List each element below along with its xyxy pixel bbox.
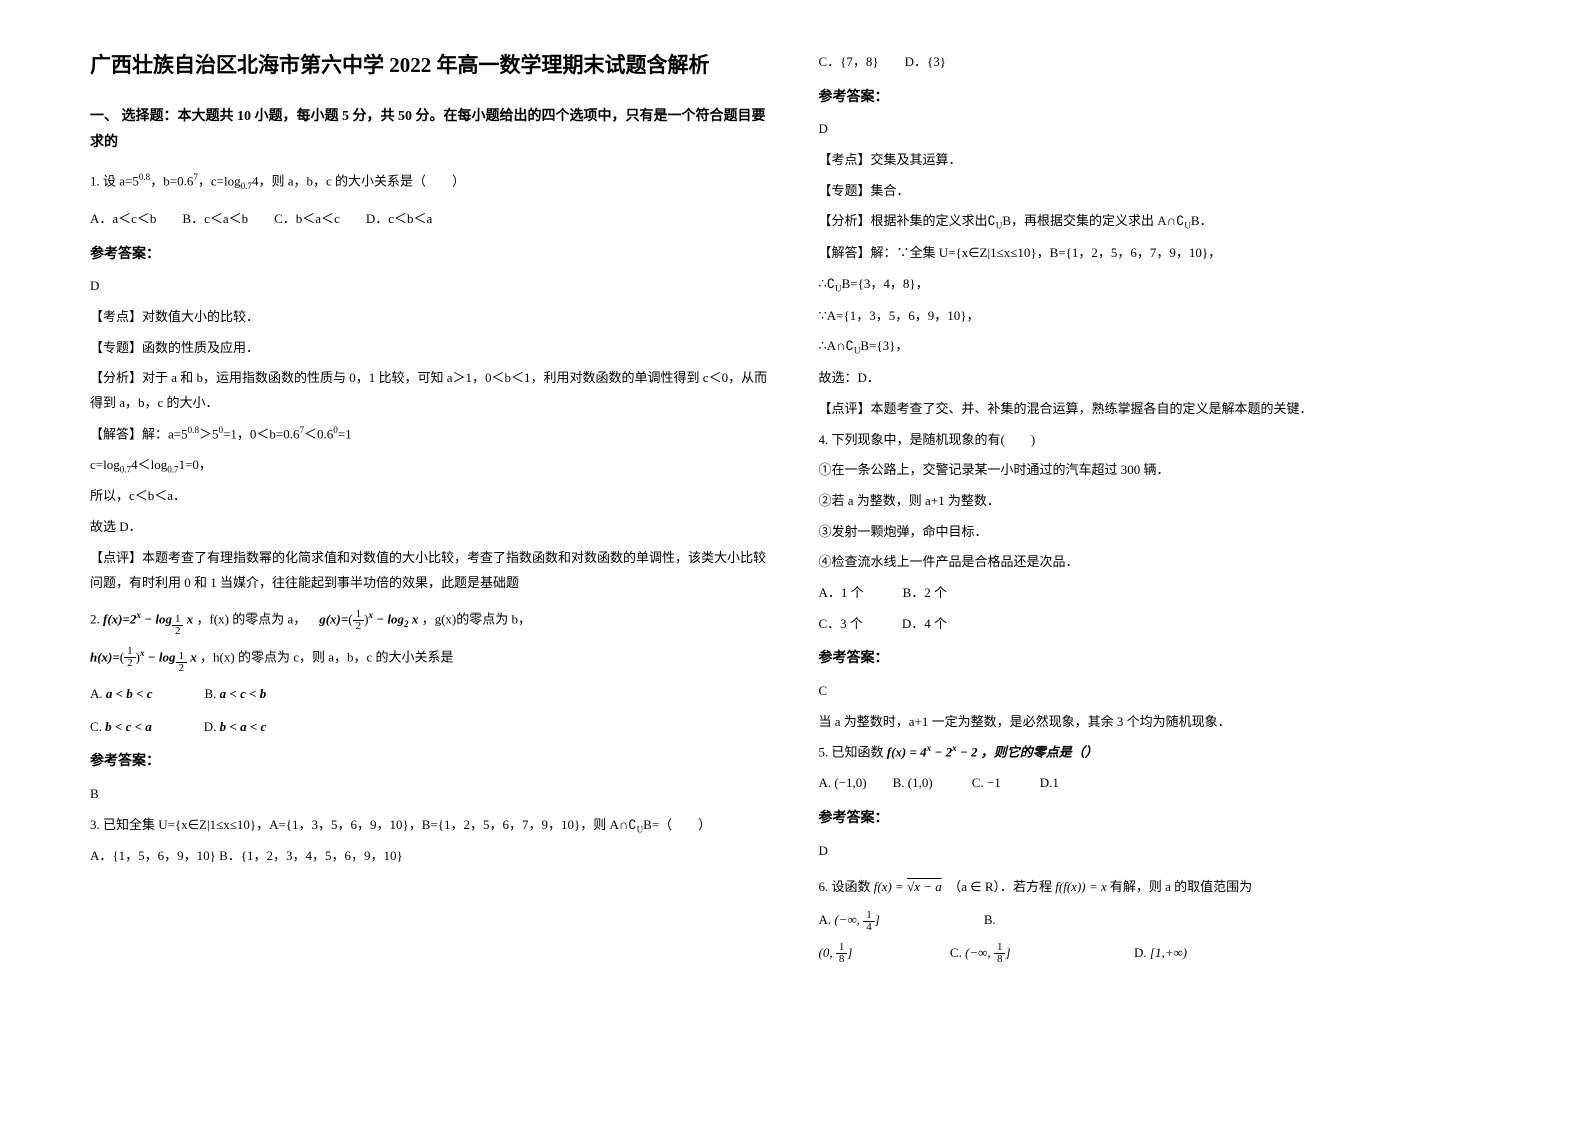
exam-title: 广西壮族自治区北海市第六中学 2022 年高一数学理期末试题含解析 (90, 50, 769, 82)
right-column: C．{7，8} D．{3} 参考答案： D 【考点】交集及其运算． 【专题】集合… (819, 50, 1498, 1092)
q2-opts-row1: A. a < b < c B. a < c < b (90, 682, 769, 707)
q5-answer-label: 参考答案： (819, 806, 1498, 833)
q1-stem: 1. 设 a=50.8，b=0.67，c=log0.74，则 a，b，c 的大小… (90, 169, 769, 195)
q3-opts-right: C．{7，8} D．{3} (819, 50, 1498, 75)
q3-fenxi: 【分析】根据补集的定义求出∁UB，再根据交集的定义求出 A∩∁UB． (819, 209, 1498, 235)
q1-dianping: 【点评】本题考查了有理指数幂的化简求值和对数值的大小比较，考查了指数函数和对数函… (90, 546, 769, 595)
q5-opts: A. (−1,0) B. (1,0) C. −1 D.1 (819, 771, 1498, 796)
q4-explain: 当 a 为整数时，a+1 一定为整数，是必然现象，其余 3 个均为随机现象． (819, 710, 1498, 735)
q1-jieda-2: c=log0.74＜log0.71=0， (90, 453, 769, 479)
q6-stem: 6. 设函数 f(x) = √x − a （a ∈ R）．若方程 f(f(x))… (819, 875, 1498, 900)
q2-line2: h(x)=(12)x − log12 x ，h(x) 的零点为 c，则 a，b，… (90, 645, 769, 674)
q1-jieda-4: 故选 D． (90, 515, 769, 540)
q4-item4: ④检查流水线上一件产品是合格品还是次品． (819, 550, 1498, 575)
q6-opt-bcd: (0, 18] C. (−∞, 18] D. [1,+∞) (819, 941, 1498, 966)
q2-line1: 2. f(x)=2x − log12 x ，f(x) 的零点为 a， g(x)=… (90, 607, 769, 636)
q3-dianping: 【点评】本题考查了交、并、补集的混合运算，熟练掌握各自的定义是解本题的关键． (819, 397, 1498, 422)
left-column: 广西壮族自治区北海市第六中学 2022 年高一数学理期末试题含解析 一、 选择题… (90, 50, 769, 1092)
q3-jieda-4: ∴A∩∁UB={3}， (819, 334, 1498, 360)
q4-item3: ③发射一颗炮弹，命中目标． (819, 520, 1498, 545)
q1-kaodian: 【考点】对数值大小的比较． (90, 305, 769, 330)
section-1-heading: 一、 选择题：本大题共 10 小题，每小题 5 分，共 50 分。在每小题给出的… (90, 104, 769, 157)
q3-zhuanti: 【专题】集合． (819, 179, 1498, 204)
q2-opts-row2: C. b < c < a D. b < a < c (90, 715, 769, 740)
q4-stem: 4. 下列现象中，是随机现象的有( ) (819, 428, 1498, 453)
q1-jieda-1: 【解答】解：a=50.8＞50=1，0＜b=0.67＜0.60=1 (90, 422, 769, 447)
q1-answer-label: 参考答案： (90, 242, 769, 269)
q3-jieda-2: ∴∁UB={3，4，8}， (819, 272, 1498, 298)
q4-opts-cd: C．3 个 D．4 个 (819, 612, 1498, 637)
q1-options: A．a＜c＜b B．c＜a＜b C．b＜a＜c D．c＜b＜a (90, 207, 769, 232)
q5-answer: D (819, 839, 1498, 864)
q5-stem: 5. 已知函数 f(x) = 4x − 2x − 2 ，则它的零点是（） (819, 740, 1498, 765)
q2-answer: B (90, 782, 769, 807)
q3-answer: D (819, 117, 1498, 142)
q4-answer: C (819, 679, 1498, 704)
q3-jieda-1: 【解答】解：∵全集 U={x∈Z|1≤x≤10}，B={1，2，5，6，7，9，… (819, 241, 1498, 266)
q4-item2: ②若 a 为整数，则 a+1 为整数． (819, 489, 1498, 514)
q4-answer-label: 参考答案： (819, 646, 1498, 673)
q1-answer: D (90, 274, 769, 299)
q3-kaodian: 【考点】交集及其运算． (819, 148, 1498, 173)
q3-jieda-5: 故选：D． (819, 366, 1498, 391)
q6-opt-a: A. (−∞, 14] B. (819, 908, 1498, 933)
q4-item1: ①在一条公路上，交警记录某一小时通过的汽车超过 300 辆． (819, 458, 1498, 483)
q1-zhuanti: 【专题】函数的性质及应用． (90, 336, 769, 361)
q1-jieda-3: 所以，c＜b＜a． (90, 484, 769, 509)
q3-answer-label: 参考答案： (819, 85, 1498, 112)
q3-opts-left: A．{1，5，6，9，10} B．{1，2，3，4，5，6，9，10} (90, 844, 769, 869)
q3-stem: 3. 已知全集 U={x∈Z|1≤x≤10}，A={1，3，5，6，9，10}，… (90, 813, 769, 839)
q1-fenxi: 【分析】对于 a 和 b，运用指数函数的性质与 0，1 比较，可知 a＞1，0＜… (90, 366, 769, 415)
q4-opts-ab: A．1 个 B．2 个 (819, 581, 1498, 606)
q3-jieda-3: ∵A={1，3，5，6，9，10}， (819, 304, 1498, 329)
q2-answer-label: 参考答案： (90, 749, 769, 776)
